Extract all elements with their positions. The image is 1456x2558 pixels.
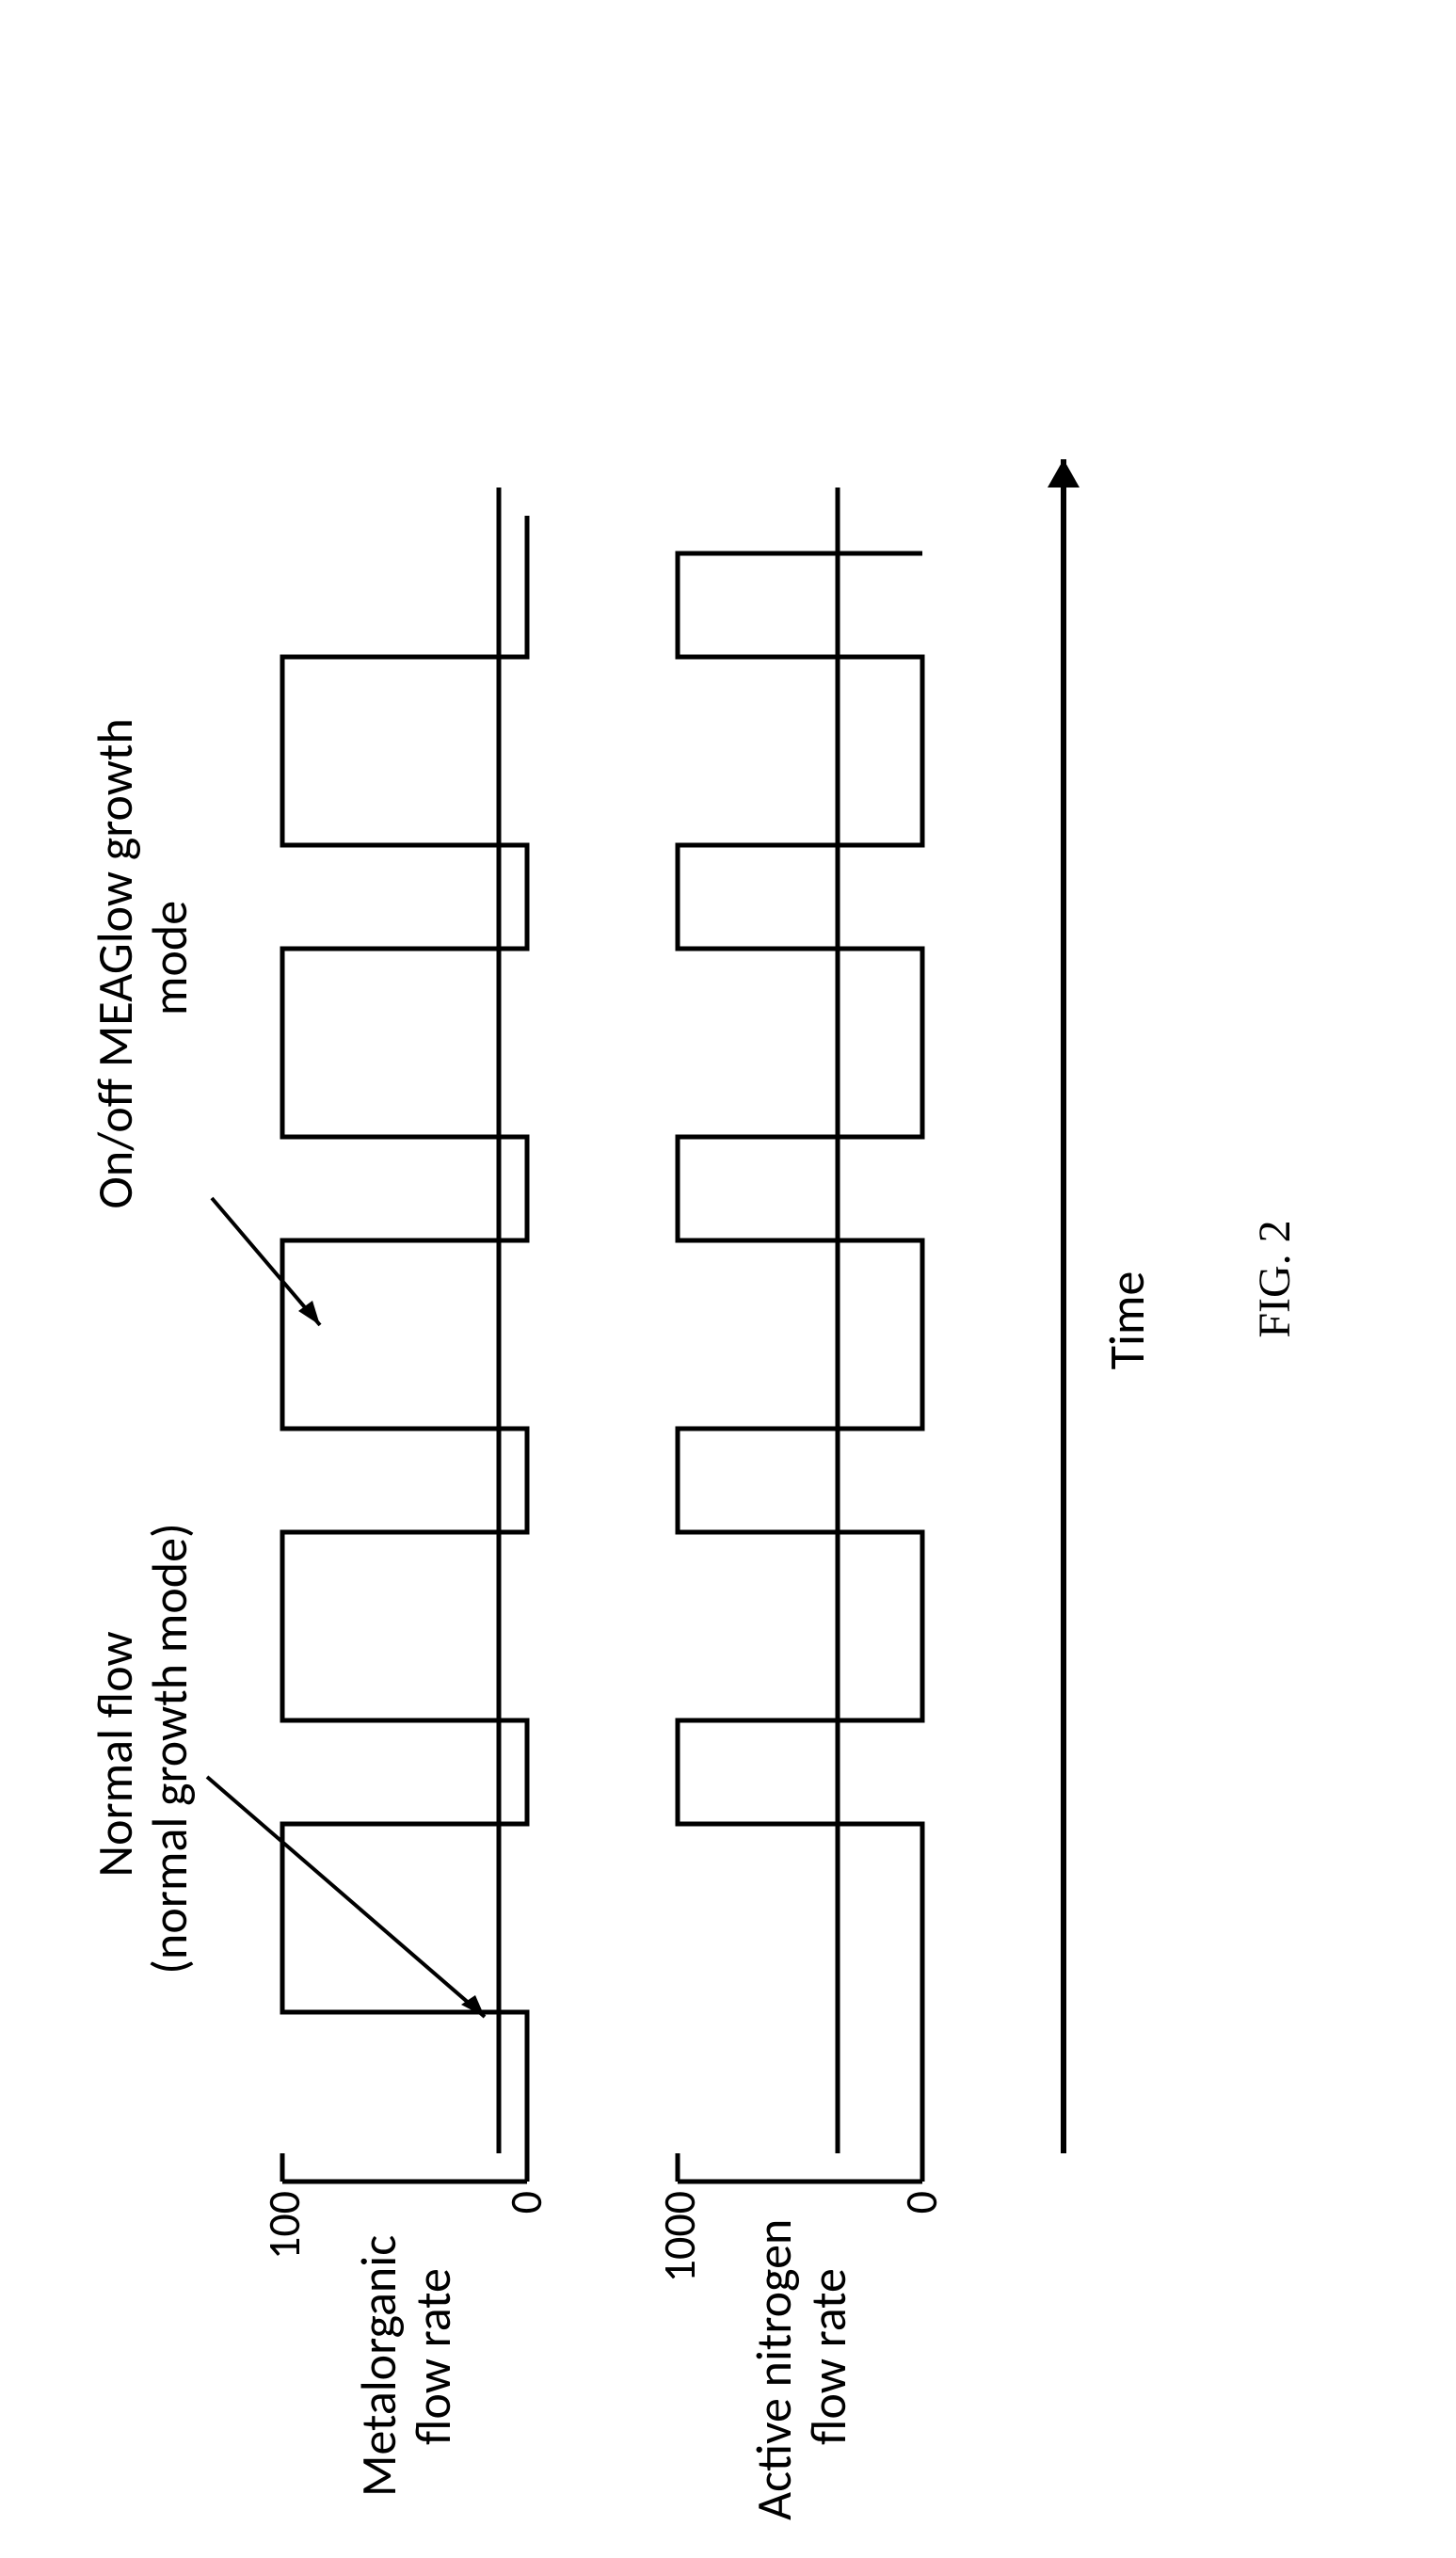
normal-flow-arrow	[207, 1777, 485, 2017]
figure-caption: FIG. 2	[1250, 1220, 1300, 1337]
bottom-ymax-label: 1000	[651, 2191, 707, 2282]
top-ymin-label: 0	[498, 2191, 553, 2214]
bottom-chart: 1000 0 Active nitrogen flow rate	[651, 488, 949, 2520]
bottom-squarewave	[678, 553, 922, 2153]
bottom-yaxis-title: Active nitrogen flow rate	[744, 2208, 858, 2520]
time-axis: Time	[1048, 459, 1157, 2153]
onoff-label: On/off MEAGlow growth mode	[85, 707, 200, 1208]
bottom-ymin-label: 0	[893, 2191, 949, 2214]
figure-svg: 100 0 Metalorganic flow rate	[0, 0, 1456, 2558]
normal-flow-label: Normal flow (normal growth mode)	[85, 1523, 200, 1974]
top-ymax-label: 100	[256, 2191, 312, 2260]
time-axis-label: Time	[1096, 1271, 1157, 1370]
top-squarewave	[282, 516, 527, 2153]
onoff-arrow	[212, 1198, 320, 1325]
top-yaxis-title: Metalorganic flow rate	[348, 2224, 463, 2497]
top-chart: 100 0 Metalorganic flow rate	[85, 488, 553, 2497]
